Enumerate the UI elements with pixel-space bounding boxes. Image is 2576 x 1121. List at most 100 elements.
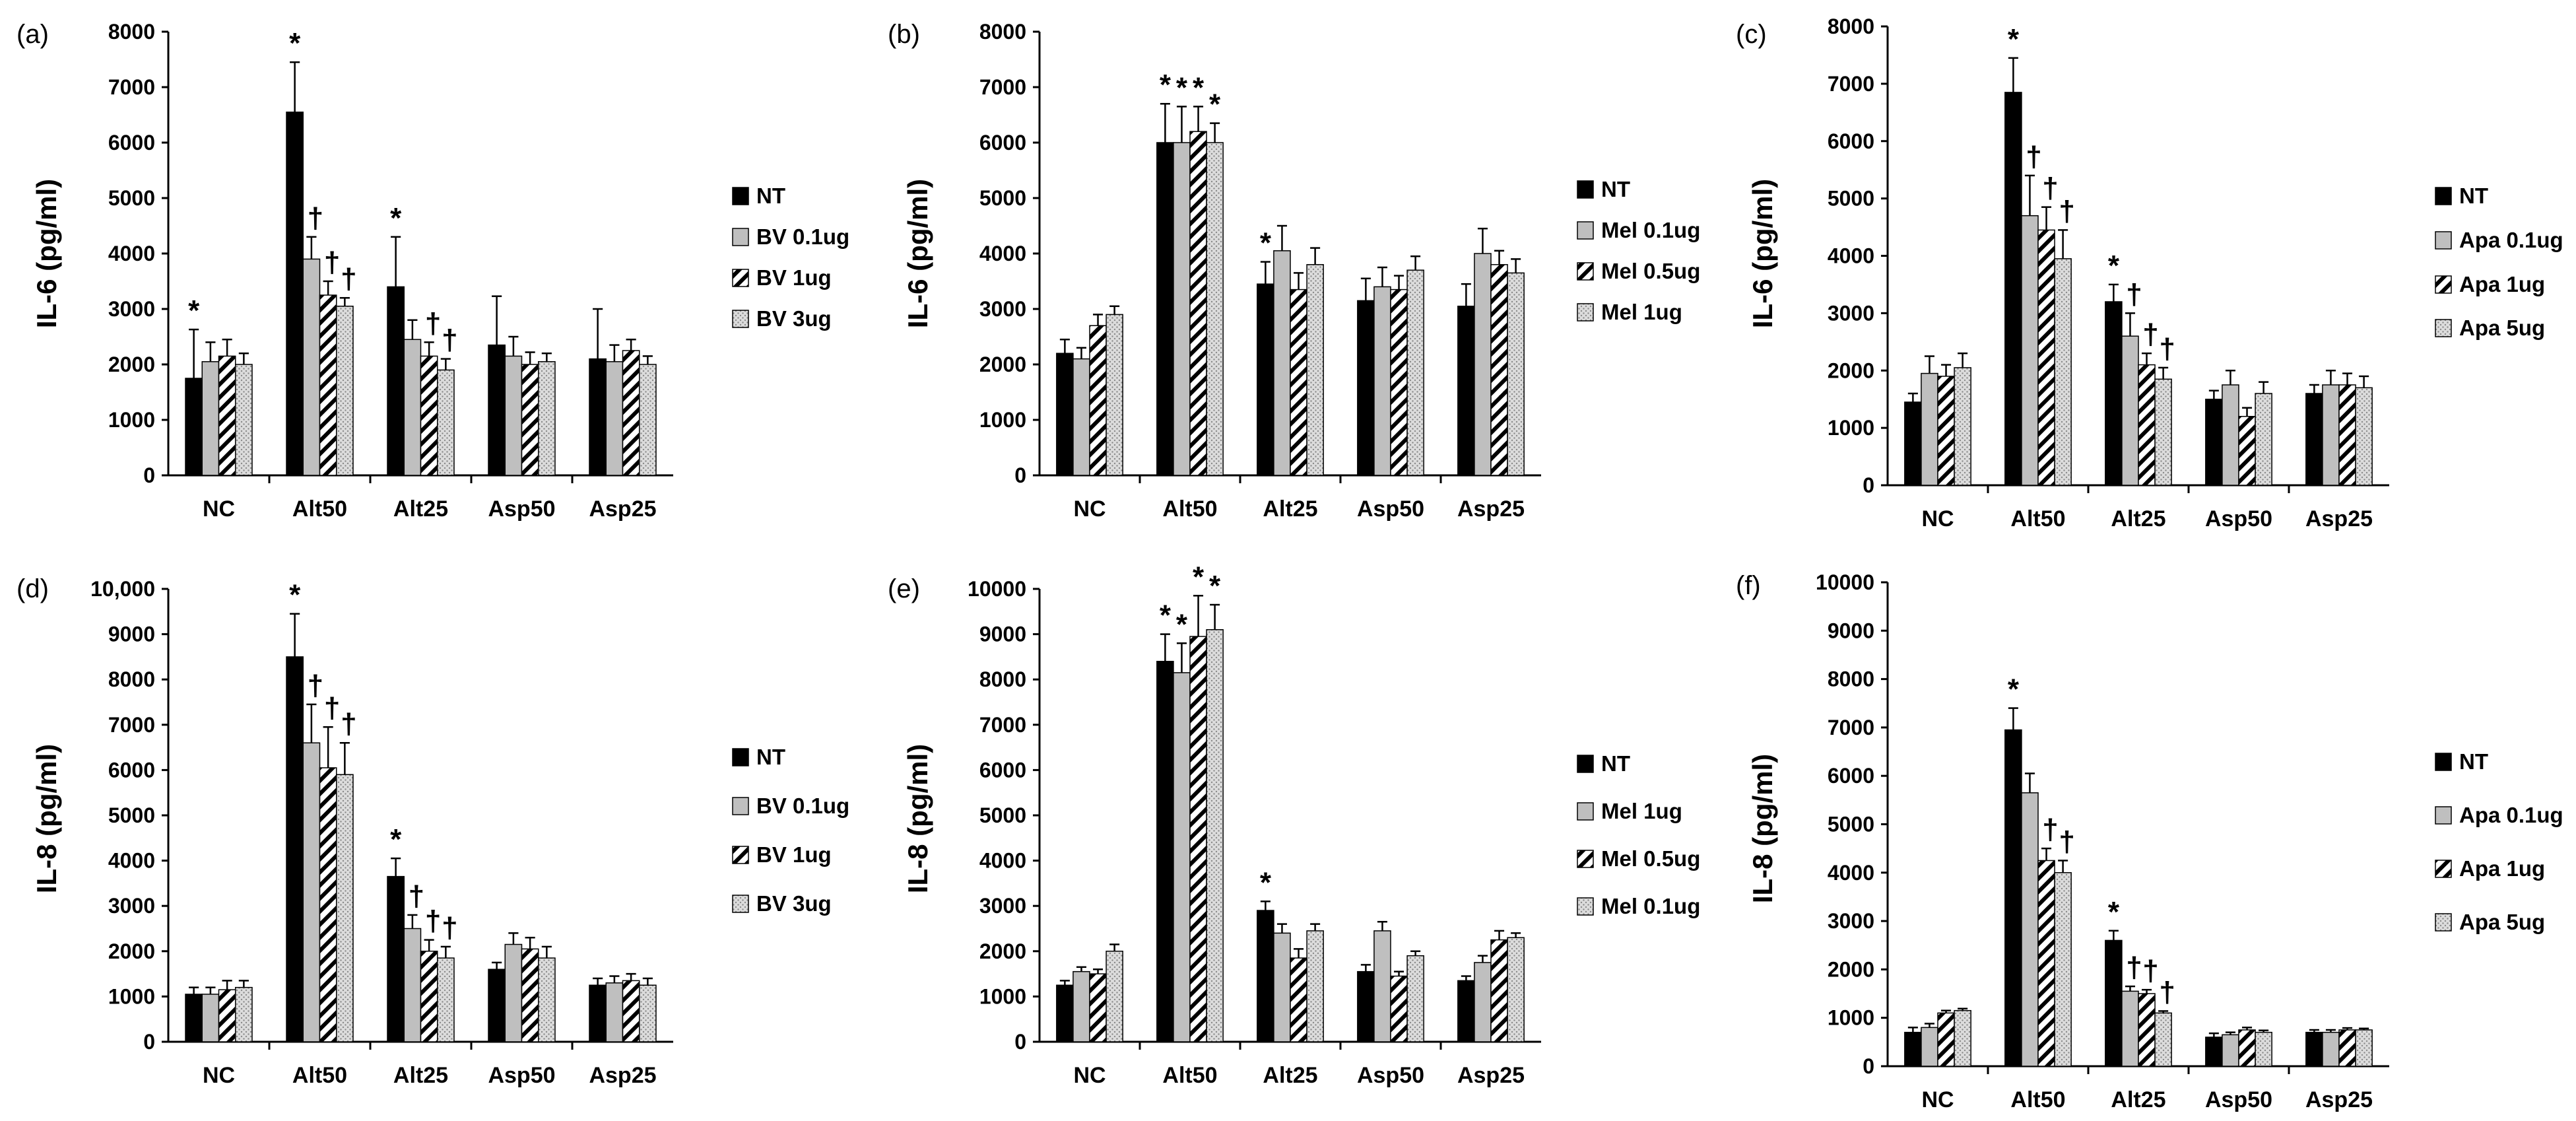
bar-nt-asp50	[488, 344, 506, 476]
y-tick-label: 8000	[1828, 15, 1874, 38]
bar-mel-0-1ug-nc	[1106, 951, 1123, 1042]
bar-mel-1ug-asp50	[1373, 930, 1391, 1042]
y-tick-label: 2000	[108, 353, 155, 376]
significance-star: *	[2108, 250, 2120, 282]
y-tick-label: 6000	[108, 758, 155, 782]
bar-bv-0-1ug-alt25	[403, 339, 422, 476]
bar-nt-alt25	[387, 286, 405, 476]
bar-nt-alt50	[286, 112, 304, 476]
y-tick-label: 4000	[108, 242, 155, 265]
bar-nt-alt50	[2004, 729, 2022, 1067]
y-tick-label: 10,000	[90, 577, 155, 601]
y-tick-label: 0	[1014, 463, 1026, 487]
y-tick-label: 1000	[979, 984, 1026, 1008]
bar-nt-asp50	[488, 968, 506, 1042]
y-tick-label: 6000	[1828, 764, 1874, 788]
bar-apa-0-1ug-nc	[1921, 1027, 1938, 1067]
legend-swatch	[732, 187, 749, 205]
significance-dagger: †	[324, 246, 340, 279]
chart-panel-3: (c) IL-6 (pg/ml) 0 1000 2000 3000 4000 5000 6000…	[1736, 15, 2563, 531]
bar-mel-0-5ug-alt50	[1189, 636, 1207, 1042]
legend-swatch	[732, 310, 749, 328]
y-tick-label: 2000	[1828, 957, 1874, 981]
x-tick-label: Alt25	[1263, 1063, 1317, 1088]
x-tick-label: Alt50	[2010, 1087, 2065, 1112]
legend-label: NT	[756, 745, 785, 769]
bar-nt-nc	[185, 994, 203, 1042]
significance-star: *	[1193, 560, 1205, 593]
bar-apa-5ug-alt50	[2054, 872, 2072, 1067]
y-tick-label: 10000	[1816, 570, 1874, 594]
significance-dagger: †	[2042, 172, 2058, 205]
significance-star: *	[390, 823, 402, 856]
x-tick-label: Asp25	[1457, 496, 1525, 522]
y-tick-label: 2000	[108, 939, 155, 963]
legend-label: NT	[1601, 751, 1630, 776]
y-tick-label: 4000	[1828, 861, 1874, 885]
bar-bv-1ug-asp50	[521, 948, 539, 1042]
bar-nt-asp25	[1457, 306, 1475, 476]
significance-star: *	[1176, 608, 1188, 640]
x-tick-label: Asp25	[589, 1063, 656, 1088]
bar-nt-asp25	[2305, 393, 2323, 486]
significance-dagger: †	[2126, 951, 2142, 984]
bar-apa-5ug-asp25	[2355, 387, 2373, 486]
bar-nt-nc	[1056, 353, 1074, 476]
bar-mel-0-1ug-asp25	[1507, 937, 1525, 1042]
bar-mel-1ug-nc	[1106, 314, 1123, 476]
bar-bv-1ug-asp25	[622, 350, 640, 476]
significance-dagger: †	[2026, 141, 2041, 173]
y-tick-label: 9000	[979, 623, 1026, 646]
bar-bv-3ug-asp50	[537, 957, 556, 1042]
significance-dagger: †	[442, 324, 457, 357]
legend-swatch	[1577, 221, 1594, 240]
bar-mel-1ug-asp25	[1507, 272, 1525, 476]
x-tick-label: Asp25	[1457, 1063, 1525, 1088]
bar-apa-0-1ug-asp50	[2222, 384, 2239, 486]
legend-label: Mel 0.1ug	[1601, 894, 1700, 918]
significance-star: *	[289, 579, 301, 611]
bar-mel-0-5ug-alt50	[1189, 131, 1207, 476]
bar-mel-0-5ug-nc	[1089, 973, 1107, 1042]
bar-apa-1ug-alt25	[2138, 364, 2156, 486]
bar-bv-1ug-alt50	[319, 767, 337, 1042]
significance-dagger: †	[2042, 813, 2058, 846]
bar-nt-alt25	[1257, 283, 1274, 476]
y-axis-label: IL-6 (pg/ml)	[902, 179, 933, 328]
bar-nt-asp50	[1357, 970, 1375, 1042]
legend-swatch	[2435, 753, 2452, 771]
legend-swatch	[2435, 913, 2452, 932]
legend-label: Mel 0.5ug	[1601, 259, 1700, 283]
legend-swatch	[1577, 850, 1594, 868]
bar-apa-1ug-asp25	[2338, 1029, 2356, 1067]
legend-label: NT	[1601, 177, 1630, 201]
bar-nt-alt50	[2004, 92, 2022, 486]
x-tick-label: NC	[1073, 1063, 1106, 1088]
bar-mel-0-1ug-nc	[1073, 358, 1090, 476]
legend-label: Mel 1ug	[1601, 300, 1682, 324]
y-tick-label: 3000	[108, 297, 155, 321]
y-tick-label: 0	[1863, 473, 1874, 497]
y-tick-label: 0	[143, 1030, 155, 1054]
y-axis-label: IL-6 (pg/ml)	[31, 179, 62, 328]
chart-panel-6: (f) IL-8 (pg/ml) 0 1000 2000 3000 4000 5000 6000…	[1736, 570, 2563, 1112]
bar-nt-asp25	[2305, 1031, 2323, 1067]
y-tick-label: 5000	[108, 186, 155, 210]
y-tick-label: 5000	[979, 186, 1026, 210]
bar-apa-5ug-alt25	[2154, 1012, 2172, 1067]
bar-apa-0-1ug-asp25	[2322, 1031, 2340, 1067]
bar-nt-asp25	[589, 984, 607, 1042]
x-tick-label: Asp50	[2205, 506, 2272, 531]
bar-nt-alt50	[286, 656, 304, 1042]
legend-label: Mel 0.1ug	[1601, 218, 1700, 242]
significance-dagger: †	[409, 880, 424, 912]
panel-label: (f)	[1736, 571, 1761, 600]
x-tick-label: Asp50	[2205, 1087, 2272, 1112]
bar-nt-nc	[1904, 1031, 1922, 1067]
bar-mel-1ug-alt25	[1306, 264, 1324, 476]
bar-mel-1ug-alt50	[1173, 672, 1191, 1042]
bar-apa-0-1ug-alt50	[2021, 792, 2039, 1067]
legend-swatch	[732, 895, 749, 913]
x-tick-label: Asp50	[1357, 496, 1424, 522]
legend-label: BV 3ug	[756, 891, 832, 916]
